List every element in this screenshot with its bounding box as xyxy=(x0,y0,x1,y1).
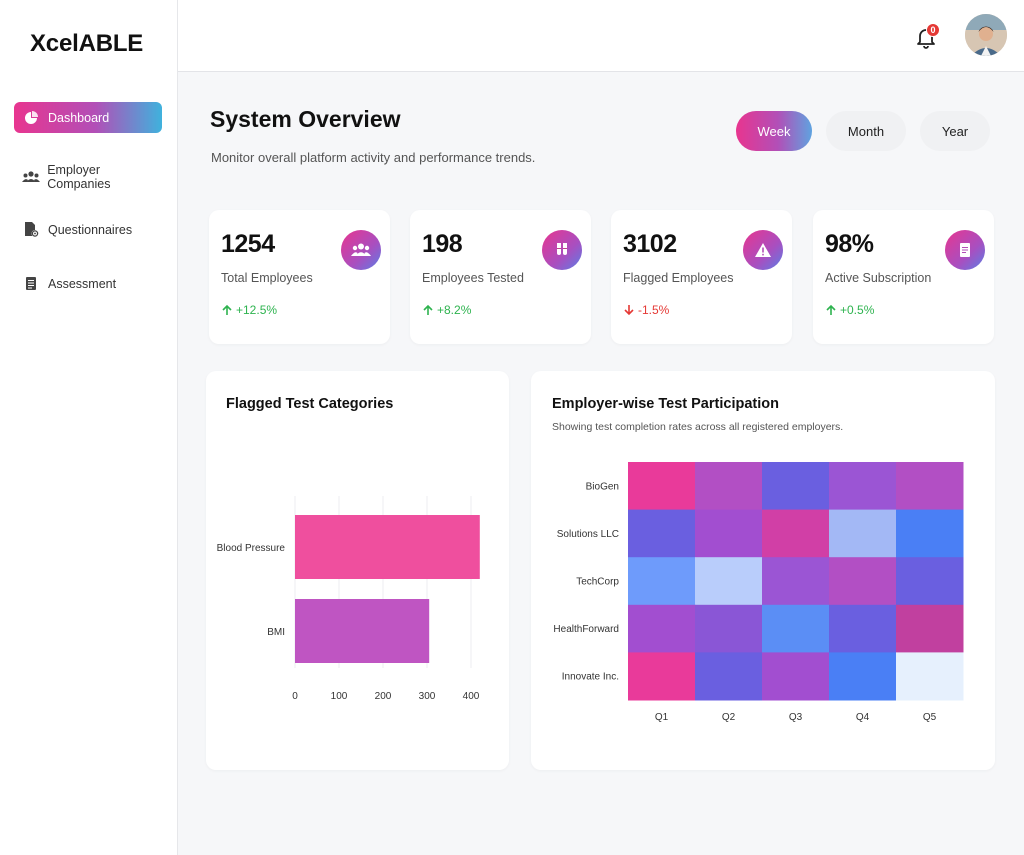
stat-card-active-subscription: 98% Active Subscription +0.5% xyxy=(813,210,994,344)
heatmap-cell xyxy=(762,509,830,558)
bar xyxy=(295,599,430,663)
stat-change: +8.2% xyxy=(422,303,471,317)
period-week-button[interactable]: Week xyxy=(736,111,812,151)
heatmap-cell xyxy=(896,557,964,606)
sidebar-item-questionnaires[interactable]: Questionnaires xyxy=(14,214,162,245)
flagged-categories-chart: 0 100 200 300 400 Blood Pressure BMI xyxy=(217,496,480,702)
y-category-label: BMI xyxy=(267,627,285,638)
stat-label: Active Subscription xyxy=(825,271,932,285)
heatmap-cell xyxy=(695,604,763,653)
sidebar-item-employer-companies[interactable]: Employer Companies xyxy=(14,161,162,192)
stat-label: Flagged Employees xyxy=(623,271,734,285)
heatmap-cell xyxy=(628,509,696,558)
stat-card-flagged-employees: 3102 Flagged Employees -1.5% xyxy=(611,210,792,344)
document-icon xyxy=(21,274,41,294)
sidebar-item-label: Questionnaires xyxy=(48,222,133,237)
heatmap-cell xyxy=(628,652,696,701)
arrow-up-icon xyxy=(222,304,232,315)
column-label: Q4 xyxy=(856,712,870,723)
heatmap-cell xyxy=(829,509,897,558)
heatmap-cell xyxy=(762,652,830,701)
stat-change-value: +12.5% xyxy=(236,303,278,317)
stat-change: +12.5% xyxy=(221,303,277,317)
file-gear-icon xyxy=(21,220,41,240)
period-month-button[interactable]: Month xyxy=(826,111,906,151)
column-label: Q2 xyxy=(722,712,736,723)
stat-change: -1.5% xyxy=(623,303,669,317)
bar xyxy=(295,515,480,579)
arrow-up-icon xyxy=(826,304,836,315)
app-logo: XcelABLE xyxy=(30,30,144,57)
sidebar-item-assessment[interactable]: Assessment xyxy=(14,268,162,299)
heatmap-cell xyxy=(695,652,763,701)
column-label: Q5 xyxy=(923,712,937,723)
page-title: System Overview xyxy=(210,106,401,132)
heatmap-cell xyxy=(628,604,696,653)
heatmap-cell xyxy=(829,604,897,653)
heatmap-cell xyxy=(695,557,763,606)
stat-change-value: +8.2% xyxy=(437,303,472,317)
pie-chart-icon xyxy=(21,108,41,128)
heatmap-cell xyxy=(762,462,830,511)
sidebar: XcelABLE Dashboard Employer Companies Qu… xyxy=(0,0,178,855)
stat-label: Employees Tested xyxy=(422,271,524,285)
row-label: HealthForward xyxy=(553,624,619,635)
heatmap-cell xyxy=(896,462,964,511)
column-label: Q3 xyxy=(789,712,803,723)
stat-value: 3102 xyxy=(623,230,677,258)
heatmap-cell xyxy=(896,652,964,701)
heatmap-cell xyxy=(762,604,830,653)
panel-title: Employer-wise Test Participation xyxy=(552,396,779,412)
sidebar-item-dashboard[interactable]: Dashboard xyxy=(14,102,162,133)
avatar[interactable] xyxy=(965,14,1007,56)
document-icon xyxy=(945,230,985,270)
notification-badge: 0 xyxy=(926,23,940,37)
sidebar-item-label: Employer Companies xyxy=(47,162,111,191)
y-category-label: Blood Pressure xyxy=(217,543,286,554)
stat-value: 98% xyxy=(825,230,874,258)
sidebar-item-label: Assessment xyxy=(48,276,117,291)
heatmap-cell xyxy=(628,462,696,511)
users-icon xyxy=(21,167,40,187)
top-bar xyxy=(178,0,1024,72)
row-label: Innovate Inc. xyxy=(562,672,619,683)
page-subtitle: Monitor overall platform activity and pe… xyxy=(211,150,536,165)
arrow-down-icon xyxy=(624,305,634,316)
heatmap-cell xyxy=(896,509,964,558)
stat-value: 198 xyxy=(422,230,463,258)
heatmap-cell xyxy=(829,462,897,511)
users-icon xyxy=(341,230,381,270)
stat-card-total-employees: 1254 Total Employees +12.5% xyxy=(209,210,390,344)
stat-change-value: -1.5% xyxy=(638,303,670,317)
x-tick-label: 0 xyxy=(292,691,298,702)
heatmap-cell xyxy=(829,652,897,701)
heatmap-cell xyxy=(695,462,763,511)
x-tick-label: 400 xyxy=(463,691,480,702)
sidebar-item-label: Dashboard xyxy=(48,110,110,125)
panel-subtitle: Showing test completion rates across all… xyxy=(552,421,844,433)
row-label: Solutions LLC xyxy=(557,529,619,540)
heatmap-cell xyxy=(628,557,696,606)
arrow-up-icon xyxy=(423,304,433,315)
stat-change-value: +0.5% xyxy=(840,303,875,317)
heatmap-cell xyxy=(896,604,964,653)
heatmap-cell xyxy=(695,509,763,558)
participation-heatmap: BioGen Solutions LLC TechCorp HealthForward… xyxy=(553,462,964,723)
x-tick-label: 300 xyxy=(419,691,436,702)
period-year-button[interactable]: Year xyxy=(920,111,990,151)
stat-value: 1254 xyxy=(221,230,275,258)
heatmap-cell xyxy=(762,557,830,606)
stat-card-employees-tested: 198 Employees Tested +8.2% xyxy=(410,210,591,344)
x-tick-label: 100 xyxy=(331,691,348,702)
column-label: Q1 xyxy=(655,712,669,723)
row-label: TechCorp xyxy=(576,577,619,588)
panel-title: Flagged Test Categories xyxy=(226,396,394,412)
heatmap-cell xyxy=(829,557,897,606)
stat-change: +0.5% xyxy=(825,303,874,317)
test-tubes-icon xyxy=(542,230,582,270)
row-label: BioGen xyxy=(586,481,619,492)
stat-label: Total Employees xyxy=(221,271,313,285)
warning-icon xyxy=(743,230,783,270)
x-tick-label: 200 xyxy=(375,691,392,702)
